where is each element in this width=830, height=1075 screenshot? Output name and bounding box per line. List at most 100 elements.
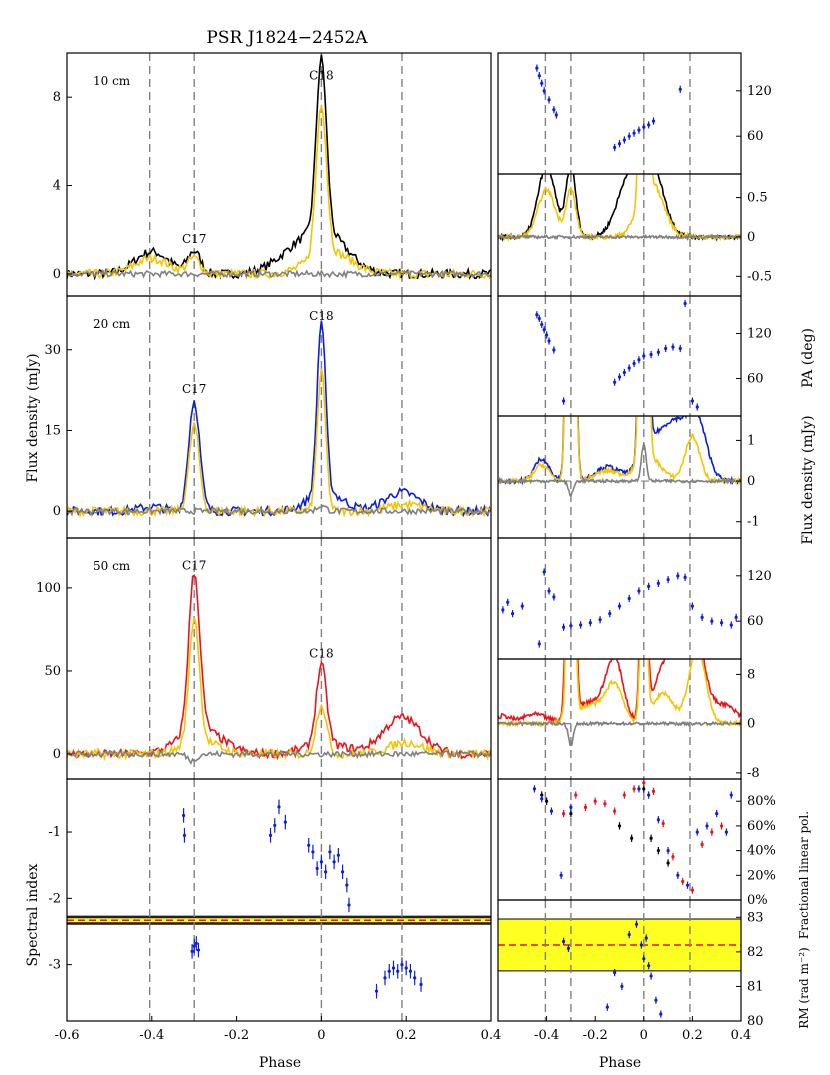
data-point (637, 358, 641, 362)
series-linear-line (67, 617, 491, 762)
data-point (520, 604, 524, 608)
data-point (542, 570, 546, 574)
data-point (613, 145, 617, 150)
y-tick-label: 120 (747, 569, 772, 584)
data-point (540, 797, 544, 801)
data-point (647, 123, 651, 127)
data-point (613, 380, 617, 384)
data-point (729, 793, 733, 797)
y-tick-label: 0.5 (747, 191, 768, 206)
data-point (542, 89, 546, 93)
component-label: C18 (309, 69, 333, 83)
panel-right-fraclin: 0% 20% 40% 60% 80% (497, 778, 776, 908)
panel-frame (497, 778, 742, 901)
data-point (347, 903, 351, 907)
component-label: C18 (309, 647, 333, 661)
series-total-line (67, 320, 491, 518)
y-tick-label: 40% (747, 844, 776, 859)
panel-right-flux-50cm: -8 0 8 (497, 658, 760, 781)
data-point (715, 811, 719, 816)
panel-left-50cm: 0 50 100 50 cm C17 C18 (36, 537, 492, 780)
data-point (559, 873, 563, 877)
data-point (574, 793, 578, 797)
data-point (552, 108, 556, 112)
data-point (637, 787, 641, 791)
data-point (613, 809, 617, 813)
y-tick-label: -0.5 (747, 269, 772, 284)
data-point (182, 833, 187, 837)
series-linear-line (67, 368, 491, 519)
y-tick-label: 0% (747, 893, 768, 908)
data-point (656, 581, 660, 585)
data-point (194, 941, 198, 946)
data-point (710, 830, 714, 834)
data-point (656, 350, 660, 354)
y-tick-label: 0 (747, 474, 755, 489)
data-point (637, 128, 641, 132)
series-total-line (498, 659, 741, 724)
x-tick-label: 0.4 (481, 1028, 502, 1043)
x-tick-label: 0 (317, 1028, 325, 1043)
series-linear-line (67, 103, 491, 280)
data-point (324, 870, 328, 874)
data-point (566, 946, 571, 951)
flux-density-ylabel: Flux density (mJy) (25, 353, 41, 482)
y-tick-label: 20% (747, 868, 776, 883)
figure-title: PSR J1824−2452A (206, 28, 368, 48)
data-point (277, 805, 281, 809)
plot-area (67, 538, 491, 779)
data-point (685, 883, 690, 887)
panel-frame (66, 778, 492, 1022)
data-point (647, 964, 651, 968)
series-total-line (498, 416, 741, 486)
y-tick-label: 50 (44, 664, 61, 679)
data-point (387, 969, 391, 973)
panel-frame (497, 295, 742, 417)
data-point (328, 850, 332, 854)
panel-frame (497, 658, 742, 780)
data-point (651, 789, 656, 793)
data-point (695, 830, 699, 834)
series-circular-line (498, 233, 741, 241)
y-tick-label: -3 (48, 958, 61, 973)
data-point (419, 982, 423, 987)
data-point (719, 621, 724, 625)
component-label: C17 (182, 232, 206, 246)
data-point (501, 608, 505, 612)
plot-area (67, 53, 491, 296)
data-point (622, 793, 626, 797)
data-point (273, 823, 277, 828)
band-label: 10 cm (93, 74, 131, 88)
series-linear-line (498, 659, 741, 729)
data-point (542, 328, 546, 332)
plot-area (501, 538, 738, 659)
fractional-pol-ylabel: Fractional linear pol. (797, 811, 811, 939)
data-point (705, 824, 709, 828)
y-tick-label: 80% (747, 794, 776, 809)
data-point (710, 619, 714, 623)
x-tick-label: 0 (640, 1028, 648, 1043)
panel-right-rm: 80 81 82 83 -0.4 -0.2 0 0.2 0.4 (497, 899, 764, 1043)
data-point (659, 1012, 663, 1016)
panel-left-spectral: -1 -2 -3 -0.6 -0.4 -0.2 0 0.2 0.4 (48, 778, 502, 1043)
data-point (547, 339, 551, 343)
y-tick-label: 83 (747, 910, 764, 925)
series-circular-line (67, 748, 491, 765)
data-point (678, 87, 682, 91)
y-tick-label: 0 (53, 267, 61, 282)
y-tick-label: 8 (53, 90, 61, 105)
data-point (549, 809, 554, 813)
component-label: C17 (182, 382, 206, 396)
x-tick-label: -0.6 (54, 1028, 79, 1043)
data-point (632, 131, 636, 135)
y-tick-label: 0 (53, 504, 61, 519)
y-tick-label: 4 (53, 179, 61, 194)
x-tick-label: 0.2 (682, 1028, 703, 1043)
panel-right-pa-10cm: 60 120 (497, 52, 772, 175)
y-tick-label: 81 (747, 979, 764, 994)
band-label: 20 cm (93, 317, 131, 331)
y-tick-label: 0 (747, 230, 755, 245)
x-tick-label: -0.4 (139, 1028, 164, 1043)
data-point (632, 787, 636, 791)
y-tick-label: 120 (747, 84, 772, 99)
